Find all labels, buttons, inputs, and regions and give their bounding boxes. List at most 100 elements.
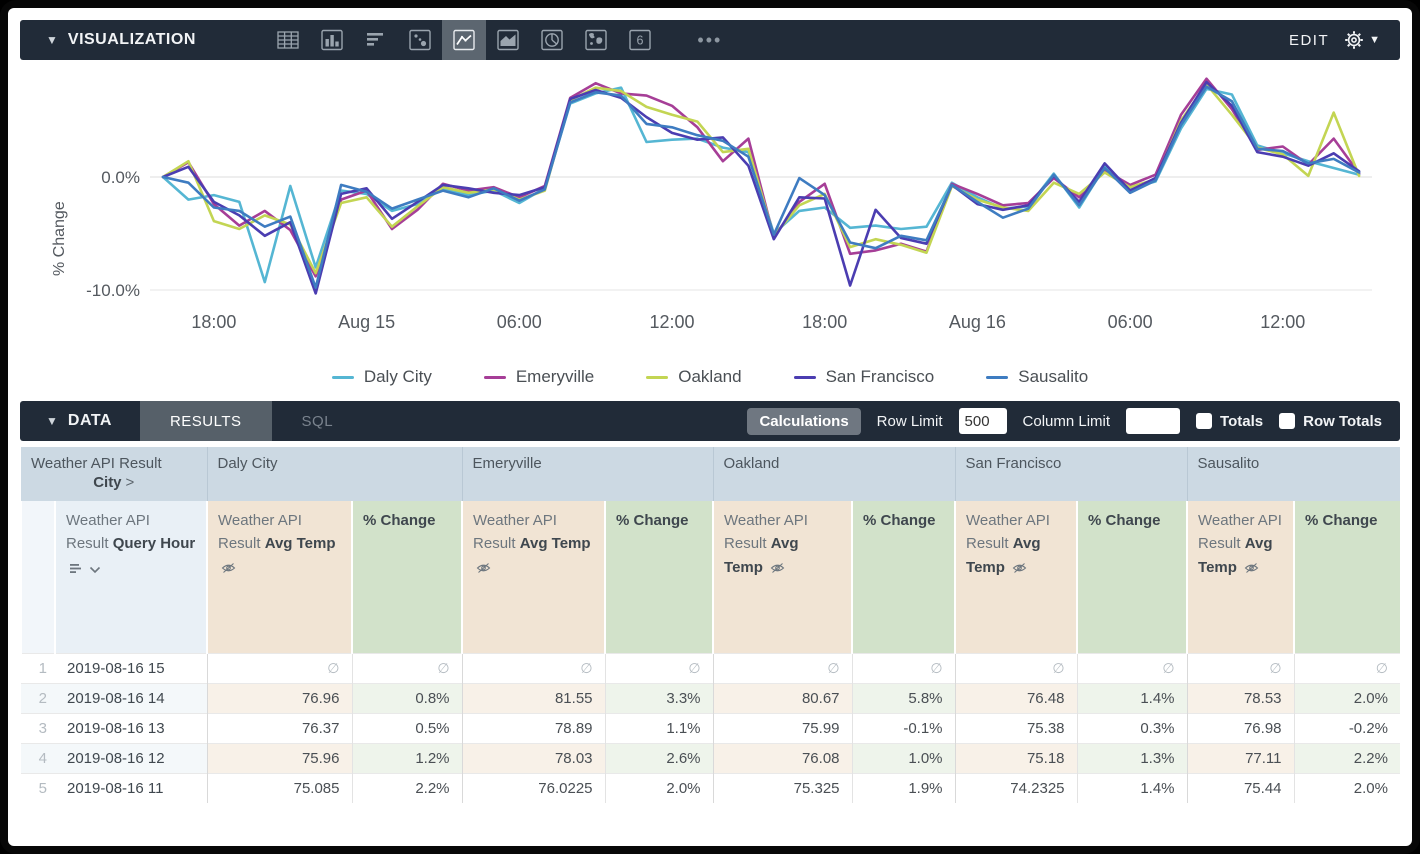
avg-temp-value[interactable]: 76.0225 — [461, 772, 606, 803]
avg-temp-value[interactable]: 75.18 — [954, 742, 1078, 773]
avg-temp-value[interactable]: ∅ — [1186, 652, 1295, 683]
single-value-icon[interactable]: 6 — [618, 20, 662, 60]
pct-change-value[interactable]: 1.0% — [851, 742, 956, 773]
pct-change-value[interactable]: 0.8% — [351, 682, 463, 713]
more-icon[interactable]: ••• — [697, 29, 723, 50]
legend-item[interactable]: Oakland — [646, 367, 742, 387]
settings-gear-button[interactable]: ▼ — [1343, 29, 1380, 51]
pct-change-column-header[interactable]: % Change — [1076, 501, 1188, 653]
avg-temp-value[interactable]: 75.99 — [712, 712, 853, 743]
row-limit-input[interactable] — [958, 408, 1007, 434]
pct-change-value[interactable]: ∅ — [351, 652, 463, 683]
pct-change-value[interactable]: 5.8% — [851, 682, 956, 713]
data-collapse-caret-icon[interactable]: ▼ — [46, 414, 58, 428]
pct-change-column-header[interactable]: % Change — [604, 501, 714, 653]
query-hour-value[interactable]: 2019-08-16 15 — [55, 652, 207, 683]
legend-item[interactable]: San Francisco — [793, 367, 934, 387]
query-hour-value[interactable]: 2019-08-16 14 — [55, 682, 207, 713]
pivot-dimension-header[interactable]: Weather API Result City > — [21, 447, 207, 501]
avg-temp-value[interactable]: ∅ — [461, 652, 606, 683]
tab-sql[interactable]: SQL — [301, 412, 334, 430]
pct-change-value[interactable]: ∅ — [604, 652, 714, 683]
tab-results[interactable]: RESULTS — [139, 401, 272, 441]
pct-change-value[interactable]: 2.0% — [604, 772, 714, 803]
avg-temp-value[interactable]: 78.03 — [461, 742, 606, 773]
visualization-toolbar: ▼ VISUALIZATION 6 ••• EDIT — [20, 20, 1400, 60]
avg-temp-value[interactable]: ∅ — [954, 652, 1078, 683]
totals-checkbox[interactable] — [1196, 413, 1213, 429]
avg-temp-value[interactable]: 78.53 — [1186, 682, 1295, 713]
bar-chart-icon[interactable] — [310, 20, 354, 60]
pct-change-value[interactable]: 1.2% — [351, 742, 463, 773]
pct-change-value[interactable]: 2.0% — [1293, 772, 1400, 803]
map-icon[interactable] — [574, 20, 618, 60]
avg-temp-value[interactable]: 78.89 — [461, 712, 606, 743]
pct-change-value[interactable]: 1.4% — [1076, 682, 1188, 713]
line-chart-icon[interactable] — [441, 20, 486, 60]
avg-temp-column-header[interactable]: Weather API Result Avg Temp — [206, 501, 352, 653]
pct-change-value[interactable]: 1.4% — [1076, 772, 1188, 803]
pct-change-value[interactable]: 1.9% — [851, 772, 956, 803]
table-icon[interactable] — [266, 20, 310, 60]
pivot-value-header[interactable]: Sausalito — [1186, 447, 1400, 501]
pivot-value-header[interactable]: Emeryville — [461, 447, 714, 501]
area-chart-icon[interactable] — [486, 20, 530, 60]
pct-change-column-header[interactable]: % Change — [851, 501, 956, 653]
horizontal-bar-icon[interactable] — [354, 20, 398, 60]
pct-change-column-header[interactable]: % Change — [350, 501, 463, 653]
calculations-button[interactable]: Calculations — [747, 407, 861, 435]
query-hour-value[interactable]: 2019-08-16 11 — [55, 772, 207, 803]
edit-button[interactable]: EDIT — [1288, 31, 1330, 49]
viz-icon-bar: 6 — [266, 20, 662, 60]
avg-temp-value[interactable]: 77.11 — [1186, 742, 1295, 773]
avg-temp-value[interactable]: 76.08 — [712, 742, 853, 773]
legend-item[interactable]: Sausalito — [986, 367, 1088, 387]
pct-change-value[interactable]: -0.2% — [1293, 712, 1400, 743]
avg-temp-value[interactable]: 81.55 — [461, 682, 606, 713]
scatter-icon[interactable] — [398, 20, 442, 60]
avg-temp-column-header[interactable]: Weather API Result Avg Temp — [1186, 501, 1295, 653]
pct-change-value[interactable]: 1.1% — [604, 712, 714, 743]
pct-change-value[interactable]: 0.5% — [351, 712, 463, 743]
pct-change-value[interactable]: ∅ — [851, 652, 956, 683]
column-limit-input[interactable] — [1126, 408, 1181, 434]
collapse-caret-icon[interactable]: ▼ — [46, 33, 58, 47]
pivot-value-header[interactable]: San Francisco — [954, 447, 1188, 501]
avg-temp-column-header[interactable]: Weather API Result Avg Temp — [712, 501, 853, 653]
legend-item[interactable]: Emeryville — [483, 367, 594, 387]
avg-temp-value[interactable]: 75.44 — [1186, 772, 1295, 803]
pct-change-value[interactable]: 2.2% — [1293, 742, 1400, 773]
avg-temp-value[interactable]: ∅ — [206, 652, 352, 683]
query-hour-value[interactable]: 2019-08-16 12 — [55, 742, 207, 773]
avg-temp-column-header[interactable]: Weather API Result Avg Temp — [954, 501, 1078, 653]
avg-temp-value[interactable]: ∅ — [712, 652, 853, 683]
avg-temp-value[interactable]: 76.98 — [1186, 712, 1295, 743]
query-hour-value[interactable]: 2019-08-16 13 — [55, 712, 207, 743]
avg-temp-column-header[interactable]: Weather API Result Avg Temp — [461, 501, 606, 653]
avg-temp-value[interactable]: 75.38 — [954, 712, 1078, 743]
pct-change-value[interactable]: 2.2% — [351, 772, 463, 803]
pivot-value-header[interactable]: Daly City — [206, 447, 463, 501]
pct-change-value[interactable]: 2.0% — [1293, 682, 1400, 713]
avg-temp-value[interactable]: 74.2325 — [954, 772, 1078, 803]
avg-temp-value[interactable]: 76.48 — [954, 682, 1078, 713]
avg-temp-value[interactable]: 75.325 — [712, 772, 853, 803]
pct-change-value[interactable]: ∅ — [1076, 652, 1188, 683]
pivot-value-header[interactable]: Oakland — [712, 447, 956, 501]
pie-chart-icon[interactable] — [530, 20, 574, 60]
pct-change-column-header[interactable]: % Change — [1293, 501, 1400, 653]
row-totals-checkbox[interactable] — [1279, 413, 1296, 429]
pct-change-value[interactable]: 0.3% — [1076, 712, 1188, 743]
pct-change-value[interactable]: ∅ — [1293, 652, 1400, 683]
avg-temp-value[interactable]: 80.67 — [712, 682, 853, 713]
query-hour-column-header[interactable]: Weather API Result Query Hour — [54, 501, 207, 653]
pct-change-value[interactable]: 2.6% — [604, 742, 714, 773]
avg-temp-value[interactable]: 76.37 — [206, 712, 352, 743]
avg-temp-value[interactable]: 75.96 — [206, 742, 352, 773]
pct-change-value[interactable]: 3.3% — [604, 682, 714, 713]
legend-item[interactable]: Daly City — [331, 367, 432, 387]
pct-change-value[interactable]: 1.3% — [1076, 742, 1188, 773]
avg-temp-value[interactable]: 75.085 — [206, 772, 352, 803]
avg-temp-value[interactable]: 76.96 — [206, 682, 352, 713]
pct-change-value[interactable]: -0.1% — [851, 712, 956, 743]
